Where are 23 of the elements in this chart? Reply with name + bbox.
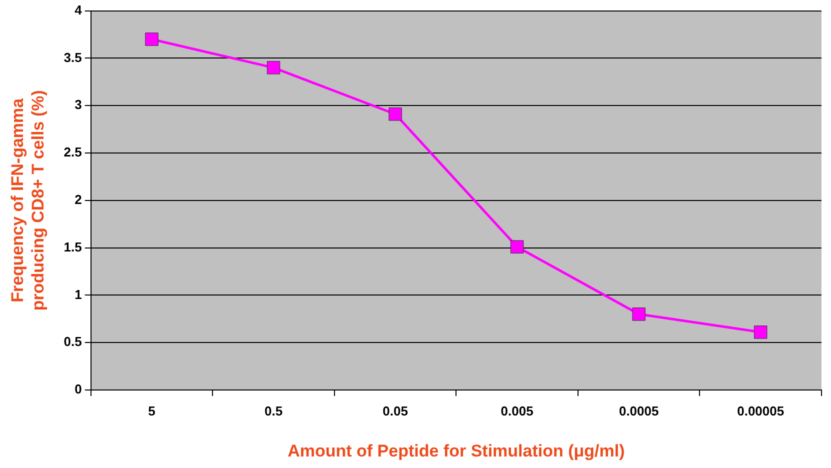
y-tick-label: 2	[74, 192, 82, 207]
x-axis-title: Amount of Peptide for Stimulation (μg/ml)	[288, 441, 625, 460]
y-tick-label: 0	[74, 382, 82, 397]
y-tick-label: 1.5	[64, 239, 82, 254]
x-tick-label: 0.5	[264, 403, 283, 418]
y-tick-label: 3	[74, 97, 82, 112]
y-tick-label: 1	[74, 286, 82, 302]
y-tick-label: 3.5	[64, 50, 82, 65]
point	[632, 308, 646, 321]
x-tick-label: 0.0005	[618, 403, 659, 418]
point	[510, 240, 524, 254]
point	[388, 108, 402, 121]
y-tick-label: 4	[74, 2, 83, 18]
x-tick-label: 0.005	[500, 403, 534, 418]
x-tick-label: 0.05	[382, 403, 408, 418]
point	[266, 61, 280, 74]
x-tick-label: 5	[148, 403, 156, 418]
point	[145, 32, 158, 46]
y-tick-label: 0.5	[64, 334, 82, 350]
y-tick-label: 2.5	[64, 144, 82, 160]
y-axis-title: Frequency of IFN-gamma producing CD8+ T cells (%)	[8, 90, 48, 311]
point	[754, 326, 768, 339]
x-tick-label: 0.00005	[737, 403, 784, 418]
